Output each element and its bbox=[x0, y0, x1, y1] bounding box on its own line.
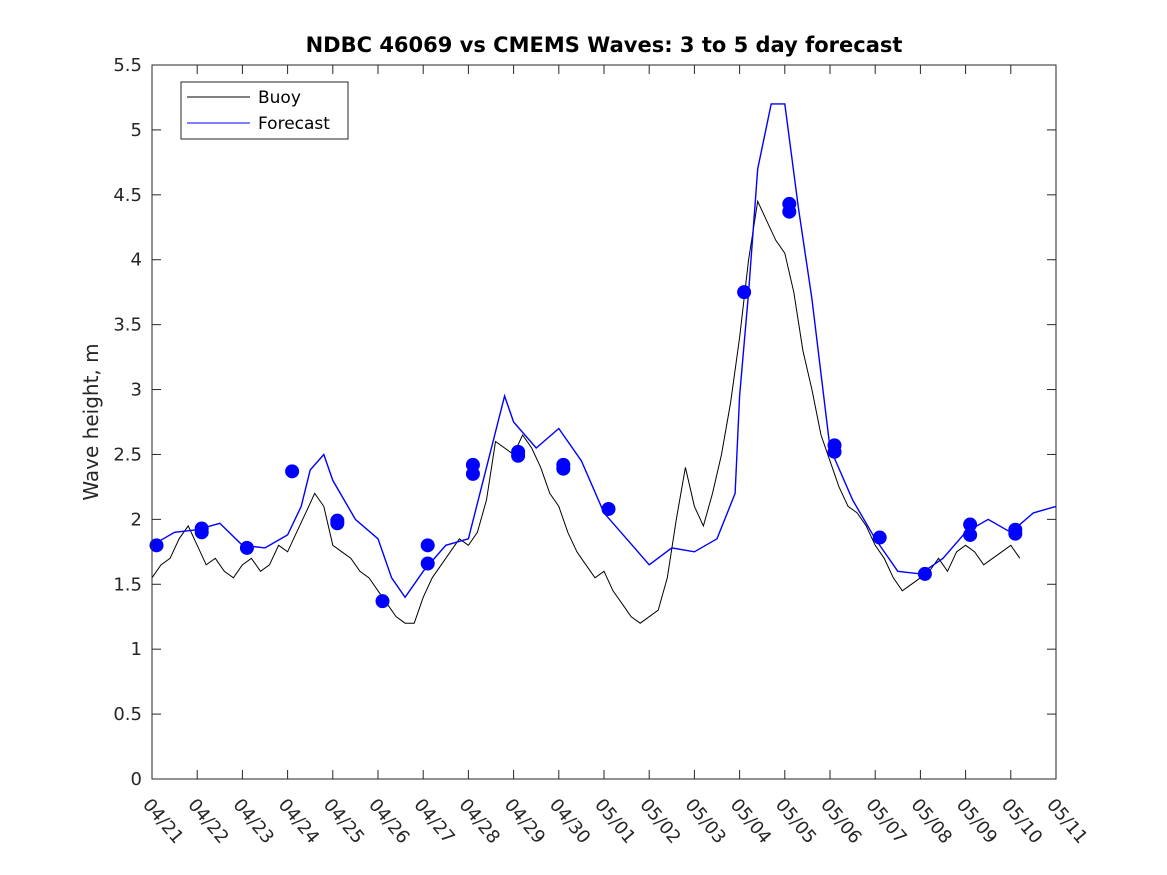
y-tick-label: 2 bbox=[131, 509, 142, 530]
x-tick-label: 05/08 bbox=[907, 795, 956, 848]
forecast-marker bbox=[149, 538, 164, 553]
x-tick-label: 04/21 bbox=[138, 795, 187, 848]
forecast-marker bbox=[737, 285, 752, 300]
x-tick-label: 04/25 bbox=[319, 795, 368, 848]
x-tick-label: 05/09 bbox=[952, 795, 1001, 848]
buoy-line bbox=[151, 199, 1021, 624]
forecast-marker bbox=[285, 464, 300, 479]
x-tick-label: 05/02 bbox=[635, 795, 684, 848]
forecast-marker bbox=[782, 204, 797, 219]
y-tick-label: 3.5 bbox=[113, 315, 142, 336]
y-axis-label: Wave height, m bbox=[79, 343, 103, 500]
y-tick-label: 0 bbox=[131, 769, 142, 790]
x-tick-label: 04/30 bbox=[545, 795, 594, 848]
y-tick-label: 2.5 bbox=[113, 444, 142, 465]
y-tick-label: 5.5 bbox=[113, 55, 142, 76]
y-tick-label: 3 bbox=[131, 380, 142, 401]
x-tick-label: 04/28 bbox=[455, 795, 504, 848]
forecast-marker bbox=[556, 461, 571, 476]
y-tick-label: 4 bbox=[131, 250, 142, 271]
buoy-series bbox=[151, 199, 1021, 624]
legend-buoy-label: Buoy bbox=[258, 88, 301, 108]
forecast-marker bbox=[420, 556, 435, 571]
forecast-marker bbox=[194, 521, 209, 536]
forecast-markers bbox=[149, 196, 1023, 609]
y-tick-label: 5 bbox=[131, 120, 142, 141]
forecast-marker bbox=[375, 594, 390, 609]
x-tick-label: 04/23 bbox=[229, 795, 278, 848]
x-tick-label: 04/24 bbox=[274, 795, 323, 848]
forecast-marker bbox=[239, 540, 254, 555]
forecast-marker bbox=[827, 444, 842, 459]
forecast-marker bbox=[330, 513, 345, 528]
x-tick-label: 05/01 bbox=[590, 795, 639, 848]
x-tick-label: 04/22 bbox=[183, 795, 232, 848]
forecast-marker bbox=[420, 538, 435, 553]
forecast-marker bbox=[963, 527, 978, 542]
legend: Buoy Forecast bbox=[180, 81, 349, 140]
x-tick-label: 05/11 bbox=[1042, 795, 1091, 848]
plot-area bbox=[152, 65, 1056, 779]
x-tick-label: 05/04 bbox=[726, 795, 775, 848]
x-tick-label: 05/06 bbox=[816, 795, 865, 848]
x-tick-label: 05/10 bbox=[997, 795, 1046, 848]
x-tick-label: 04/27 bbox=[409, 795, 458, 848]
chart-title: NDBC 46069 vs CMEMS Waves: 3 to 5 day fo… bbox=[306, 33, 903, 57]
legend-forecast-label: Forecast bbox=[258, 114, 330, 134]
x-tick-label: 04/29 bbox=[500, 795, 549, 848]
forecast-marker bbox=[1008, 526, 1023, 541]
x-tick-label: 04/26 bbox=[364, 795, 413, 848]
forecast-marker bbox=[465, 466, 480, 481]
forecast-marker bbox=[601, 501, 616, 516]
forecast-marker bbox=[511, 448, 526, 463]
y-tick-label: 1.5 bbox=[113, 574, 142, 595]
y-tick-label: 1 bbox=[131, 639, 142, 660]
y-tick-label: 0.5 bbox=[113, 704, 142, 725]
x-tick-label: 05/07 bbox=[861, 795, 910, 848]
legend-box bbox=[180, 81, 349, 140]
x-tick-label: 05/03 bbox=[681, 795, 730, 848]
y-axis-ticks: 0 0.5 1 1.5 2 2.5 3 3.5 4 4.5 5 5.5 bbox=[113, 55, 1056, 790]
y-tick-label: 4.5 bbox=[113, 185, 142, 206]
x-tick-label: 05/05 bbox=[771, 795, 820, 848]
forecast-marker bbox=[917, 566, 932, 581]
forecast-marker bbox=[872, 530, 887, 545]
